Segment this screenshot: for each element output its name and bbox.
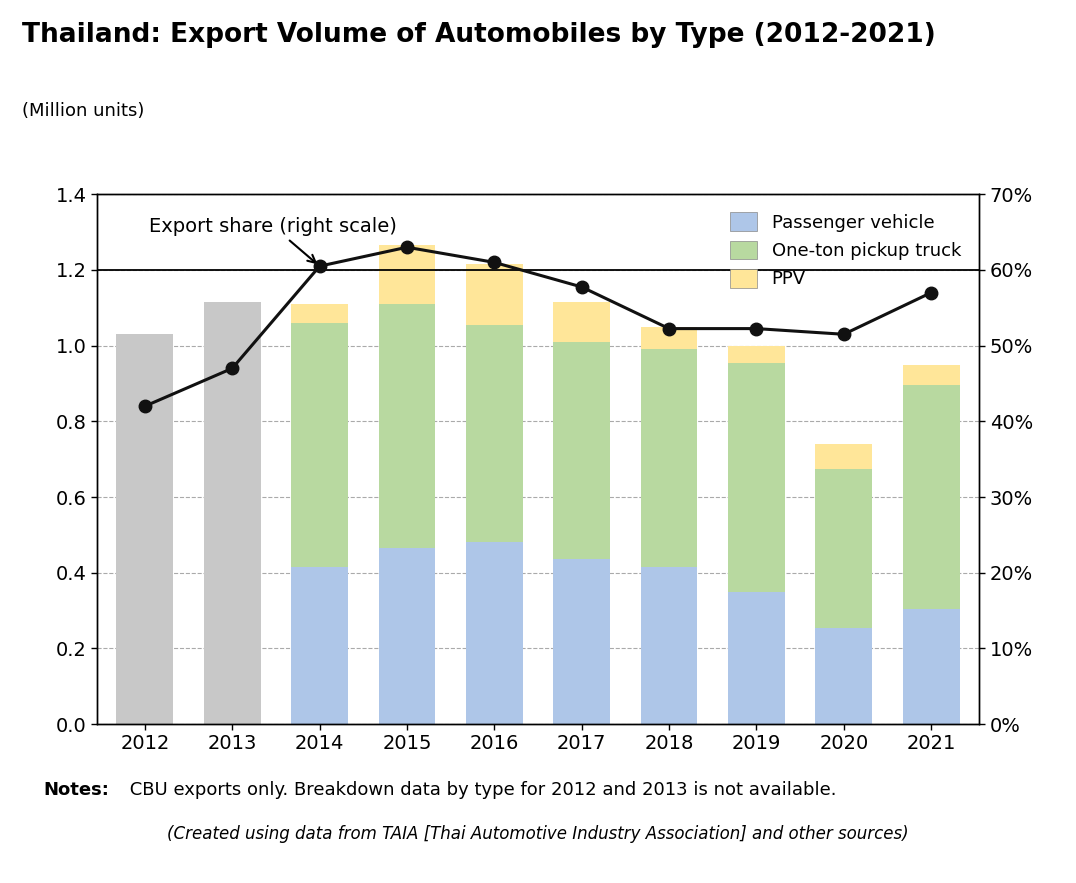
Bar xyxy=(553,342,610,560)
Text: Export share (right scale): Export share (right scale) xyxy=(150,217,397,263)
Bar xyxy=(728,592,784,724)
Bar xyxy=(466,264,523,325)
Bar xyxy=(466,542,523,724)
Legend: Passenger vehicle, One-ton pickup truck, PPV: Passenger vehicle, One-ton pickup truck,… xyxy=(721,203,971,298)
Bar xyxy=(203,302,260,724)
Text: Notes:: Notes: xyxy=(43,781,109,799)
Bar xyxy=(379,304,436,548)
Bar xyxy=(903,608,960,724)
Bar xyxy=(292,567,348,724)
Bar xyxy=(379,245,436,304)
Bar xyxy=(903,365,960,385)
Bar xyxy=(728,345,784,363)
Bar xyxy=(379,548,436,724)
Text: (Million units): (Million units) xyxy=(22,102,144,119)
Text: Thailand: Export Volume of Automobiles by Type (2012-2021): Thailand: Export Volume of Automobiles b… xyxy=(22,22,935,48)
Bar xyxy=(816,628,873,724)
Bar xyxy=(116,335,173,724)
Bar xyxy=(816,469,873,628)
Bar xyxy=(728,363,784,592)
Bar xyxy=(640,567,697,724)
Bar xyxy=(292,304,348,323)
Bar xyxy=(292,323,348,567)
Text: CBU exports only. Breakdown data by type for 2012 and 2013 is not available.: CBU exports only. Breakdown data by type… xyxy=(124,781,836,799)
Bar xyxy=(816,444,873,469)
Bar xyxy=(640,327,697,350)
Bar xyxy=(466,325,523,542)
Bar xyxy=(553,560,610,724)
Bar xyxy=(553,302,610,342)
Bar xyxy=(640,350,697,567)
Bar xyxy=(903,385,960,608)
Text: (Created using data from TAIA [Thai Automotive Industry Association] and other s: (Created using data from TAIA [Thai Auto… xyxy=(167,826,909,843)
